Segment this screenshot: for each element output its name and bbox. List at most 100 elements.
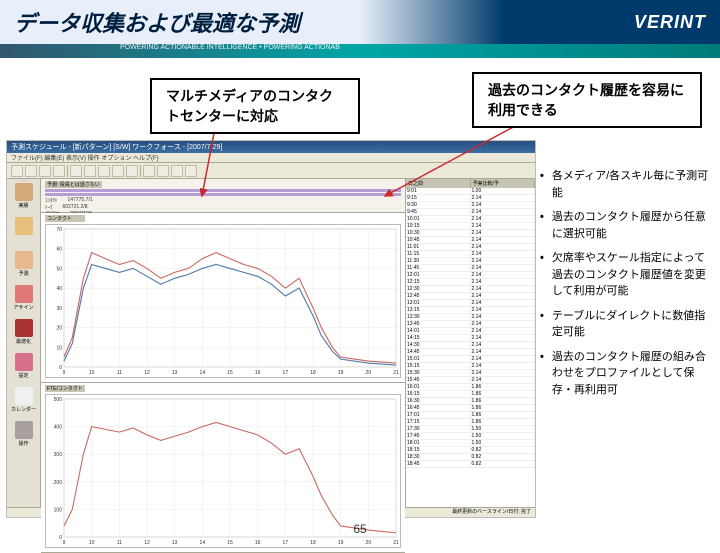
table-row[interactable]: 16:151.86	[406, 391, 535, 398]
svg-text:50: 50	[56, 266, 62, 272]
svg-text:18: 18	[310, 370, 316, 376]
chart-panel-top: コンタクト 0102030405060709101112131415161718…	[41, 213, 405, 383]
table-row[interactable]: 13:012.14	[406, 300, 535, 307]
table-row[interactable]: 15:012.14	[406, 356, 535, 363]
table-row[interactable]: 17:301.50	[406, 426, 535, 433]
toolbar-button[interactable]	[98, 165, 110, 177]
brand-logo: VERINT	[634, 12, 706, 33]
table-row[interactable]: 17:011.86	[406, 412, 535, 419]
fte-chart[interactable]: 0100200300400500910111213141516171819202…	[46, 395, 400, 547]
svg-text:60: 60	[56, 247, 62, 253]
table-row[interactable]: 11:012.14	[406, 244, 535, 251]
table-row[interactable]: 14:152.14	[406, 335, 535, 342]
toolbar-button[interactable]	[171, 165, 183, 177]
table-row[interactable]: 10:012.14	[406, 216, 535, 223]
svg-text:18: 18	[310, 540, 316, 546]
data-table-panel: 日之間 予実比較/予 9:011.009:152.149:302.149:452…	[405, 179, 535, 507]
svg-text:21: 21	[393, 370, 399, 376]
table-row[interactable]: 12:012.14	[406, 272, 535, 279]
table-row[interactable]: 14:012.14	[406, 328, 535, 335]
callout-layer: マルチメディアのコンタクトセンターに対応 過去のコンタクト履歴を容易に利用できる	[90, 70, 714, 130]
table-row[interactable]: 10:152.14	[406, 223, 535, 230]
svg-text:15: 15	[227, 540, 233, 546]
svg-text:300: 300	[54, 452, 63, 458]
table-body[interactable]: 9:011.009:152.149:302.149:452.1410:012.1…	[406, 188, 535, 507]
sidebar-item[interactable]: 予測	[9, 251, 38, 281]
table-row[interactable]: 13:452.14	[406, 321, 535, 328]
svg-text:12: 12	[144, 370, 150, 376]
sidebar-item[interactable]: アサイン	[9, 285, 38, 315]
svg-text:100: 100	[54, 507, 63, 513]
svg-text:16: 16	[255, 370, 261, 376]
sidebar-item[interactable]	[9, 217, 38, 247]
callout-arrow-left	[200, 128, 230, 208]
toolbar-button[interactable]	[143, 165, 155, 177]
table-row[interactable]: 12:452.14	[406, 293, 535, 300]
callout-arrow-right	[380, 118, 560, 208]
svg-text:20: 20	[366, 540, 372, 546]
toolbar-button[interactable]	[126, 165, 138, 177]
svg-text:9: 9	[63, 370, 66, 376]
toolbar-button[interactable]	[112, 165, 124, 177]
svg-text:21: 21	[393, 540, 399, 546]
svg-text:16: 16	[255, 540, 261, 546]
bullet-item: 各メディア/各スキル毎に予測可能	[540, 168, 714, 201]
table-row[interactable]: 14:452.14	[406, 349, 535, 356]
table-row[interactable]: 11:452.14	[406, 265, 535, 272]
table-row[interactable]: 11:302.14	[406, 258, 535, 265]
toolbar-button[interactable]	[25, 165, 37, 177]
svg-text:10: 10	[89, 540, 95, 546]
svg-text:10: 10	[89, 370, 95, 376]
table-row[interactable]: 13:302.14	[406, 314, 535, 321]
table-row[interactable]: 16:301.86	[406, 398, 535, 405]
table-row[interactable]: 10:302.14	[406, 230, 535, 237]
slide-title: データ収集および最適な予測	[14, 6, 300, 38]
table-row[interactable]: 15:302.14	[406, 370, 535, 377]
table-row[interactable]: 16:451.86	[406, 405, 535, 412]
table-row[interactable]: 18:450.82	[406, 461, 535, 468]
toolbar-button[interactable]	[70, 165, 82, 177]
svg-text:17: 17	[283, 370, 289, 376]
table-row[interactable]: 16:011.86	[406, 384, 535, 391]
table-row[interactable]: 15:452.14	[406, 377, 535, 384]
sidebar-item[interactable]: カレンダー	[9, 387, 38, 417]
table-row[interactable]: 9:452.14	[406, 209, 535, 216]
svg-text:10: 10	[56, 345, 62, 351]
toolbar-button[interactable]	[157, 165, 169, 177]
bullet-item: 過去のコンタクト履歴の組み合わせをプロファイルとして保存・再利用可	[540, 349, 714, 399]
table-row[interactable]: 15:152.14	[406, 363, 535, 370]
svg-text:19: 19	[338, 540, 344, 546]
table-row[interactable]: 17:451.50	[406, 433, 535, 440]
table-row[interactable]: 17:151.86	[406, 419, 535, 426]
toolbar-button[interactable]	[53, 165, 65, 177]
svg-text:12: 12	[144, 540, 150, 546]
table-row[interactable]: 12:302.14	[406, 286, 535, 293]
page-number: 65	[353, 522, 366, 536]
svg-text:14: 14	[200, 540, 206, 546]
svg-text:11: 11	[117, 540, 122, 546]
svg-text:70: 70	[56, 227, 62, 233]
contact-chart[interactable]: 0102030405060709101112131415161718192021	[46, 225, 400, 377]
toolbar-button[interactable]	[39, 165, 51, 177]
table-row[interactable]: 12:152.14	[406, 279, 535, 286]
toolbar-button[interactable]	[84, 165, 96, 177]
svg-text:400: 400	[54, 425, 63, 431]
table-row[interactable]: 14:302.14	[406, 342, 535, 349]
bullet-item: テーブルにダイレクトに数値指定可能	[540, 308, 714, 341]
table-row[interactable]: 10:452.14	[406, 237, 535, 244]
sidebar-item[interactable]: 操作	[9, 421, 38, 451]
toolbar-button[interactable]	[185, 165, 197, 177]
slide-header: データ収集および最適な予測 VERINT	[0, 0, 720, 44]
toolbar-button[interactable]	[11, 165, 23, 177]
table-row[interactable]: 18:011.50	[406, 440, 535, 447]
table-row[interactable]: 11:152.14	[406, 251, 535, 258]
sidebar-item[interactable]: 実績	[9, 183, 38, 213]
table-row[interactable]: 18:300.82	[406, 454, 535, 461]
table-row[interactable]: 13:152.14	[406, 307, 535, 314]
params-title: 予測: 役員とは話さない	[45, 181, 102, 188]
table-row[interactable]: 18:150.82	[406, 447, 535, 454]
svg-text:13: 13	[172, 540, 178, 546]
sidebar-item[interactable]: 最適化	[9, 319, 38, 349]
sidebar-item[interactable]: 設定	[9, 353, 38, 383]
svg-text:200: 200	[54, 480, 63, 486]
